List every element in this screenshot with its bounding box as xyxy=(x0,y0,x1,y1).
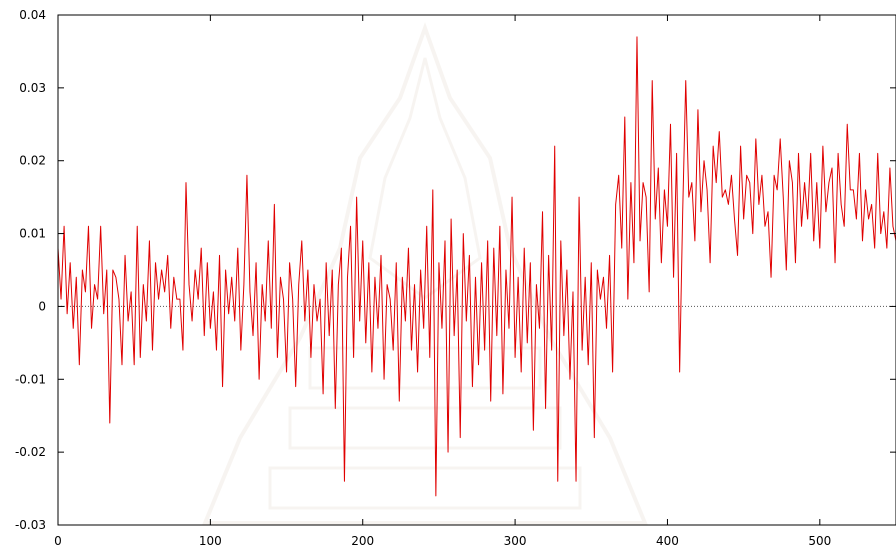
plot-frame xyxy=(57,14,896,526)
x-tick-label-3: 300 xyxy=(504,534,527,548)
y-tick-label-4: 0.01 xyxy=(19,227,46,241)
y-tick-label-3: 0 xyxy=(38,299,46,313)
series-line-0 xyxy=(57,36,896,497)
x-tick-label-2: 200 xyxy=(351,534,374,548)
y-tick-label-1: -0.02 xyxy=(15,445,46,459)
y-tick-label-7: 0.04 xyxy=(19,8,46,22)
x-tick-label-0: 0 xyxy=(54,534,62,548)
x-tick-label-5: 500 xyxy=(808,534,831,548)
y-tick-label-2: -0.01 xyxy=(15,372,46,386)
y-tick-label-0: -0.03 xyxy=(15,518,46,532)
x-tick-label-1: 100 xyxy=(199,534,222,548)
x-tick-label-4: 400 xyxy=(656,534,679,548)
y-tick-label-5: 0.02 xyxy=(19,154,46,168)
y-tick-label-6: 0.03 xyxy=(19,81,46,95)
